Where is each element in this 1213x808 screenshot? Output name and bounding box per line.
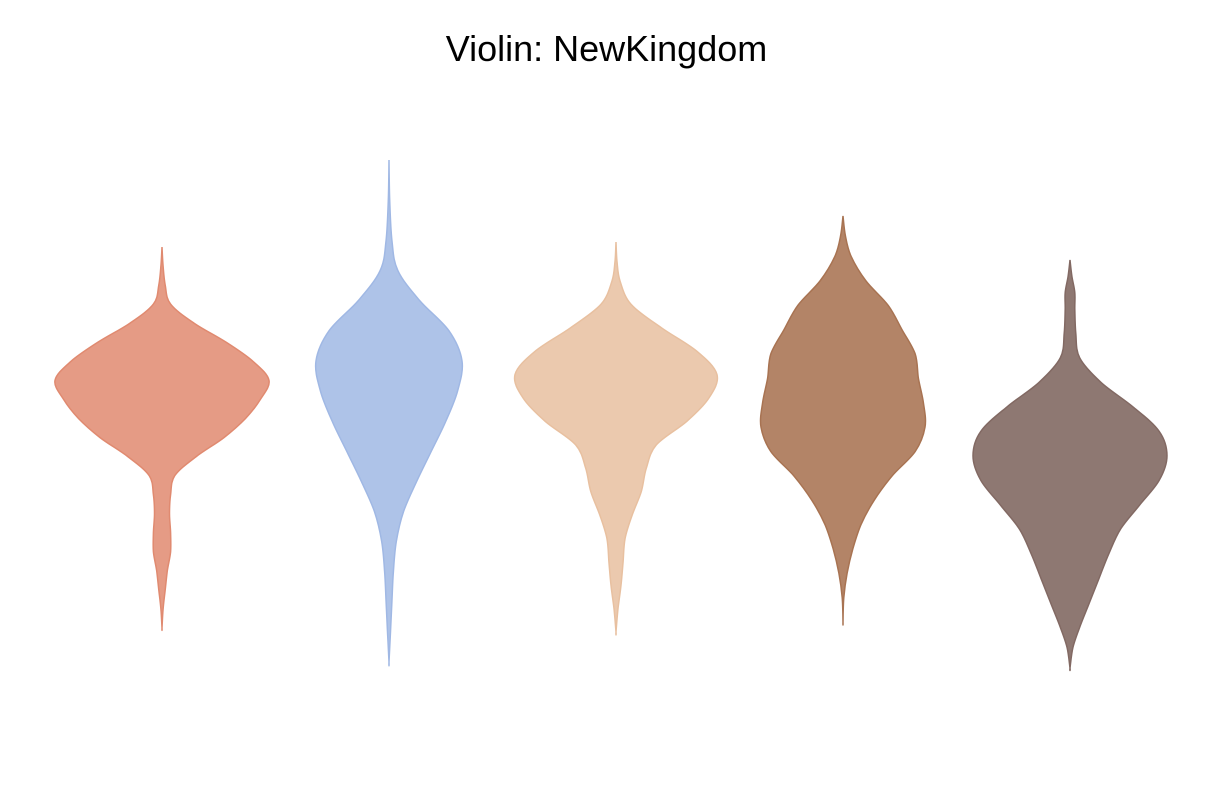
violin-3 bbox=[513, 241, 719, 636]
violin-5 bbox=[972, 259, 1168, 672]
violin-4 bbox=[759, 215, 927, 626]
violin-1 bbox=[54, 246, 270, 632]
violin-2 bbox=[314, 159, 464, 667]
chart-title: Violin: NewKingdom bbox=[445, 28, 768, 69]
